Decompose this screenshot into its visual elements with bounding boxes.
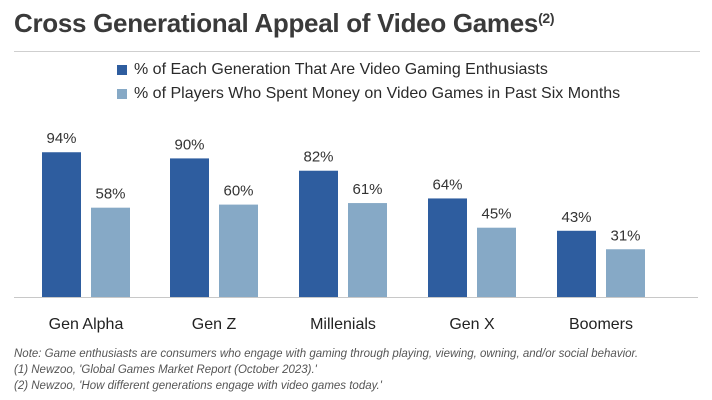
title-divider xyxy=(14,51,700,52)
category-label-gen-z: Gen Z xyxy=(192,316,237,333)
bar-gen-alpha-series-1 xyxy=(42,152,81,297)
chart-title-text: Cross Generational Appeal of Video Games xyxy=(14,8,539,38)
bar-gen-alpha-series-2 xyxy=(91,207,130,297)
data-label-boomers-series-2: 31% xyxy=(610,227,640,244)
data-label-millenials-series-1: 82% xyxy=(303,149,333,166)
footnote-1: (1) Newzoo, 'Global Games Market Report … xyxy=(14,364,317,376)
legend-label-series-2: % of Players Who Spent Money on Video Ga… xyxy=(134,85,621,102)
footnote-note: Note: Game enthusiasts are consumers who… xyxy=(14,348,639,360)
data-label-gen-z-series-2: 60% xyxy=(223,183,253,200)
title-footnote-marker: (2) xyxy=(538,10,555,26)
data-label-boomers-series-1: 43% xyxy=(561,209,591,226)
legend-item-series-1: % of Each Generation That Are Video Gami… xyxy=(117,58,620,82)
legend-label-series-1: % of Each Generation That Are Video Gami… xyxy=(134,61,548,78)
chart-legend: % of Each Generation That Are Video Gami… xyxy=(117,58,620,106)
bar-boomers-series-2 xyxy=(606,249,645,297)
bar-gen-x-series-2 xyxy=(477,227,516,297)
data-label-millenials-series-2: 61% xyxy=(352,181,382,198)
footnote-2: (2) Newzoo, 'How different generations e… xyxy=(14,380,382,392)
category-label-millenials: Millenials xyxy=(310,316,376,333)
data-label-gen-x-series-1: 64% xyxy=(432,176,462,193)
category-label-gen-alpha: Gen Alpha xyxy=(49,316,124,333)
bar-boomers-series-1 xyxy=(557,230,596,297)
category-label-gen-x: Gen X xyxy=(449,316,495,333)
bar-gen-z-series-2 xyxy=(219,204,258,297)
bar-millenials-series-2 xyxy=(348,203,387,297)
legend-item-series-2: % of Players Who Spent Money on Video Ga… xyxy=(117,82,620,106)
legend-swatch-series-2 xyxy=(117,89,127,99)
category-label-boomers: Boomers xyxy=(569,316,633,333)
data-label-gen-alpha-series-1: 94% xyxy=(46,130,76,147)
data-label-gen-x-series-2: 45% xyxy=(481,206,511,223)
bar-chart: 94% 58% Gen Alpha 90% 60% Gen Z 82% 61% Millenia… xyxy=(14,130,698,333)
footnotes: Note: Game enthusiasts are consumers who… xyxy=(14,346,638,394)
data-label-gen-z-series-1: 90% xyxy=(174,136,204,153)
chart-title: Cross Generational Appeal of Video Games… xyxy=(14,8,555,39)
bar-gen-z-series-1 xyxy=(170,158,209,297)
bar-millenials-series-1 xyxy=(299,170,338,297)
data-label-gen-alpha-series-2: 58% xyxy=(95,186,125,203)
bar-gen-x-series-1 xyxy=(428,198,467,297)
legend-swatch-series-1 xyxy=(117,65,127,75)
